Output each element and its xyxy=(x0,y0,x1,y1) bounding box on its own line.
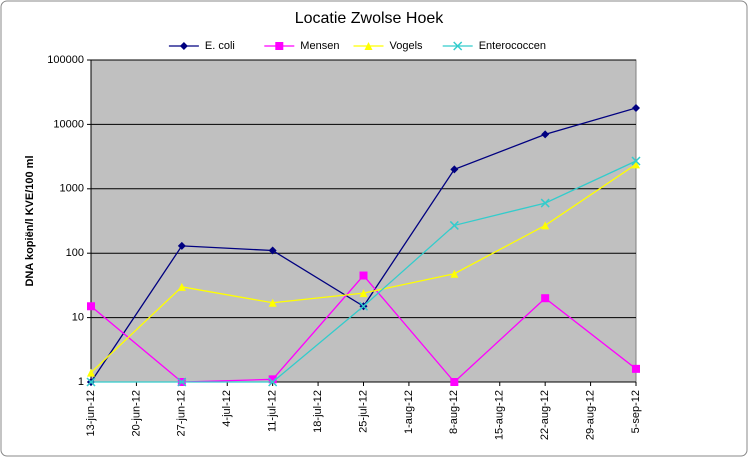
legend-marker xyxy=(275,42,284,50)
plot-area xyxy=(90,59,637,383)
x-tick-label: 1-aug-12 xyxy=(403,390,415,434)
x-tick-label: 25-jul-12 xyxy=(357,390,369,433)
legend-marker xyxy=(179,42,188,50)
x-tick-label: 5-sep-12 xyxy=(630,390,642,433)
x-tick-label: 13-jun-12 xyxy=(85,390,97,436)
legend-label: Mensen xyxy=(300,40,339,52)
marker xyxy=(632,103,640,112)
marker xyxy=(541,294,550,303)
marker xyxy=(541,130,550,139)
marker xyxy=(177,282,186,291)
x-tick-label: 11-jul-12 xyxy=(267,390,279,432)
y-axis-label: DNA kopiën/l KVE/100 ml xyxy=(24,155,36,286)
marker xyxy=(450,269,459,278)
x-tick-label: 18-jul-12 xyxy=(312,390,324,433)
x-tick-label: 27-jun-12 xyxy=(176,390,188,436)
marker xyxy=(268,246,277,255)
y-tick-label: 10 xyxy=(72,312,84,324)
marker xyxy=(632,160,640,169)
marker xyxy=(632,364,640,373)
chart-title: Locatie Zwolse Hoek xyxy=(295,10,445,27)
marker xyxy=(177,241,186,250)
marker xyxy=(268,298,277,307)
marker xyxy=(268,377,278,387)
marker xyxy=(268,375,277,384)
marker xyxy=(450,378,459,386)
x-tick-label: 8-aug-12 xyxy=(448,390,460,434)
y-tick-label: 1 xyxy=(78,376,84,388)
legend-marker xyxy=(364,42,373,50)
legend-label: E. coli xyxy=(205,40,235,52)
marker xyxy=(87,302,95,311)
marker xyxy=(177,377,187,387)
legend-marker xyxy=(453,41,463,51)
legend-label: Enterococcen xyxy=(479,40,546,52)
marker xyxy=(449,220,459,230)
x-tick-label: 15-aug-12 xyxy=(494,390,506,440)
marker xyxy=(631,156,641,166)
x-tick-label: 22-aug-12 xyxy=(539,390,551,440)
marker xyxy=(358,301,369,311)
y-tick-label: 1000 xyxy=(60,183,84,195)
marker xyxy=(86,377,96,387)
y-tick-label: 100000 xyxy=(47,54,84,66)
marker xyxy=(450,165,459,174)
legend-label: Vogels xyxy=(390,40,424,52)
marker xyxy=(540,198,550,208)
y-tick-label: 100 xyxy=(66,247,84,259)
marker xyxy=(359,289,368,298)
marker xyxy=(359,271,368,280)
marker xyxy=(541,221,550,230)
y-tick-label: 10000 xyxy=(53,118,84,130)
x-tick-label: 4-jul-12 xyxy=(221,390,233,427)
x-tick-label: 29-aug-12 xyxy=(584,390,596,440)
x-tick-label: 20-jun-12 xyxy=(130,390,142,436)
marker xyxy=(87,368,95,377)
